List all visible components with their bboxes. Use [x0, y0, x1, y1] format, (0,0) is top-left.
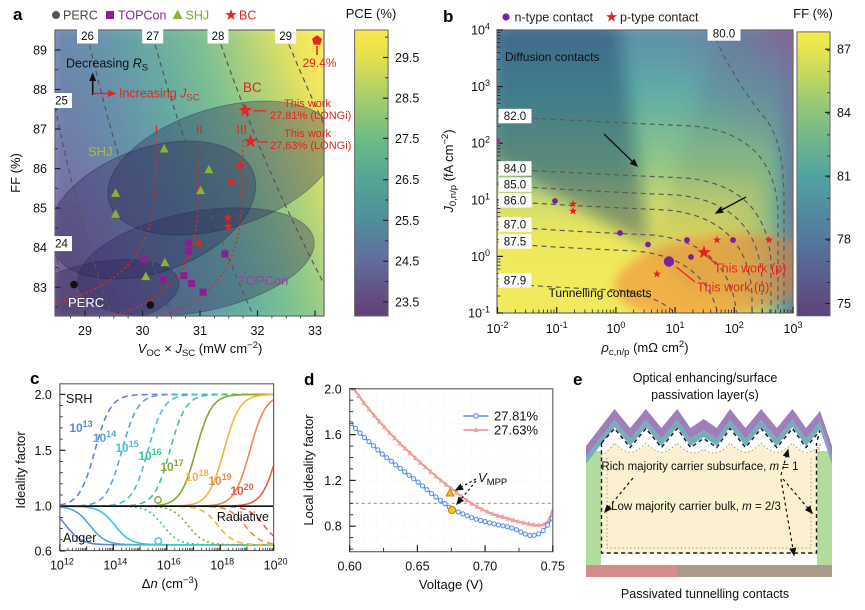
- svg-text:26.5: 26.5: [395, 173, 419, 187]
- svg-text:28: 28: [212, 31, 225, 43]
- svg-text:84: 84: [33, 241, 47, 255]
- svg-text:29: 29: [279, 31, 292, 43]
- svg-text:78: 78: [837, 233, 851, 247]
- svg-text:PCE (%): PCE (%): [346, 6, 397, 21]
- svg-text:84: 84: [837, 106, 851, 120]
- svg-text:1.0: 1.0: [35, 500, 52, 514]
- svg-text:85.0: 85.0: [504, 180, 526, 192]
- svg-text:Optical enhancing/surface: Optical enhancing/surface: [633, 371, 778, 385]
- svg-text:86: 86: [33, 162, 47, 176]
- svg-text:SHJ: SHJ: [88, 144, 113, 159]
- svg-text:32: 32: [251, 324, 265, 338]
- svg-text:0.70: 0.70: [473, 560, 497, 574]
- svg-text:87.9: 87.9: [504, 275, 526, 287]
- svg-text:2.0: 2.0: [35, 388, 52, 402]
- svg-text:Voltage (V): Voltage (V): [419, 577, 483, 592]
- svg-text:This work: This work: [284, 98, 332, 110]
- svg-text:PERC: PERC: [63, 9, 98, 23]
- svg-text:87: 87: [33, 123, 47, 137]
- svg-text:BC: BC: [239, 9, 256, 23]
- svg-text:23.5: 23.5: [395, 295, 419, 309]
- svg-text:0.8: 0.8: [324, 520, 341, 534]
- svg-text:Radiative: Radiative: [217, 510, 269, 524]
- svg-text:Local ideality factor: Local ideality factor: [301, 414, 316, 526]
- svg-text:0.65: 0.65: [405, 560, 429, 574]
- svg-text:Auger: Auger: [63, 531, 96, 545]
- svg-text:Diffusion contacts: Diffusion contacts: [505, 50, 600, 64]
- svg-text:III: III: [236, 123, 246, 137]
- svg-text:27.81% (LONGi): 27.81% (LONGi): [270, 110, 351, 122]
- svg-text:25.5: 25.5: [395, 214, 419, 228]
- svg-text:ρc,n/p (mΩ cm2): ρc,n/p (mΩ cm2): [600, 339, 688, 358]
- svg-text:33: 33: [308, 324, 322, 338]
- svg-text:This work: This work: [284, 128, 332, 140]
- svg-text:J0,n/p (fA cm−2): J0,n/p (fA cm−2): [440, 129, 459, 213]
- svg-text:82.0: 82.0: [504, 111, 526, 123]
- svg-text:1.2: 1.2: [324, 474, 341, 488]
- svg-text:28.5: 28.5: [395, 92, 419, 106]
- svg-text:29.5: 29.5: [395, 51, 419, 65]
- svg-text:89: 89: [33, 43, 47, 57]
- svg-text:27.63%: 27.63%: [494, 423, 539, 438]
- svg-text:2.0: 2.0: [324, 382, 341, 396]
- svg-text:80.0: 80.0: [713, 29, 735, 41]
- svg-text:Rich majority carrier subsurfa: Rich majority carrier subsurface, m = 1: [601, 461, 798, 473]
- svg-text:83: 83: [33, 281, 47, 295]
- svg-text:c: c: [30, 369, 39, 388]
- svg-text:1.6: 1.6: [324, 428, 341, 442]
- svg-text:25: 25: [55, 96, 68, 108]
- svg-text:VOC × JSC (mW cm−2): VOC × JSC (mW cm−2): [138, 340, 263, 359]
- svg-text:TOPCon: TOPCon: [118, 9, 166, 23]
- svg-text:86.0: 86.0: [504, 195, 526, 207]
- svg-text:85: 85: [33, 202, 47, 216]
- svg-text:Passivated tunnelling contacts: Passivated tunnelling contacts: [621, 587, 789, 601]
- svg-text:75: 75: [837, 297, 851, 311]
- svg-text:VMPP: VMPP: [478, 470, 507, 488]
- svg-text:27: 27: [146, 31, 159, 43]
- svg-text:FF (%): FF (%): [8, 153, 23, 193]
- svg-text:87.0: 87.0: [504, 220, 526, 232]
- svg-text:Decreasing RS: Decreasing RS: [66, 57, 148, 74]
- svg-text:29: 29: [78, 324, 92, 338]
- svg-text:87: 87: [837, 43, 851, 57]
- svg-text:24.5: 24.5: [395, 255, 419, 269]
- svg-text:29.4%: 29.4%: [302, 56, 336, 70]
- svg-text:24: 24: [55, 239, 68, 251]
- svg-text:88: 88: [33, 83, 47, 97]
- svg-text:SRH: SRH: [66, 392, 92, 406]
- svg-text:FF (%): FF (%): [793, 6, 833, 21]
- svg-text:Tunnelling contacts: Tunnelling contacts: [549, 286, 652, 300]
- svg-text:0.6: 0.6: [35, 544, 52, 558]
- svg-text:31: 31: [193, 324, 207, 338]
- svg-text:30: 30: [136, 324, 150, 338]
- svg-text:27,63% (LONGi): 27,63% (LONGi): [270, 140, 351, 152]
- svg-text:1.5: 1.5: [35, 444, 52, 458]
- svg-text:n-type contact: n-type contact: [515, 11, 594, 25]
- svg-text:0.75: 0.75: [541, 560, 565, 574]
- svg-text:This work (p): This work (p): [714, 262, 786, 276]
- svg-text:0.60: 0.60: [338, 560, 362, 574]
- svg-text:PERC: PERC: [68, 295, 104, 310]
- svg-text:84.0: 84.0: [504, 163, 526, 175]
- svg-text:BC: BC: [243, 80, 262, 95]
- svg-text:Ideality factor: Ideality factor: [13, 431, 28, 509]
- svg-text:SHJ: SHJ: [186, 9, 210, 23]
- svg-text:87.5: 87.5: [504, 236, 526, 248]
- svg-text:Low majority carrier bulk, m =: Low majority carrier bulk, m = 2/3: [611, 501, 781, 513]
- svg-text:d: d: [304, 370, 314, 389]
- svg-text:p-type contact: p-type contact: [620, 11, 699, 25]
- svg-text:81: 81: [837, 170, 851, 184]
- svg-text:TOPCon: TOPCon: [238, 273, 288, 288]
- svg-text:a: a: [13, 5, 23, 24]
- svg-text:II: II: [196, 123, 203, 137]
- svg-text:e: e: [573, 370, 582, 389]
- svg-text:27.5: 27.5: [395, 132, 419, 146]
- svg-text:b: b: [443, 7, 453, 26]
- svg-text:This work (n): This work (n): [697, 281, 769, 295]
- svg-text:I: I: [155, 123, 158, 137]
- svg-text:27.81%: 27.81%: [494, 409, 539, 424]
- svg-text:26: 26: [81, 31, 94, 43]
- svg-text:Increasing JSC: Increasing JSC: [119, 87, 200, 104]
- svg-text:passivation layer(s): passivation layer(s): [651, 388, 759, 402]
